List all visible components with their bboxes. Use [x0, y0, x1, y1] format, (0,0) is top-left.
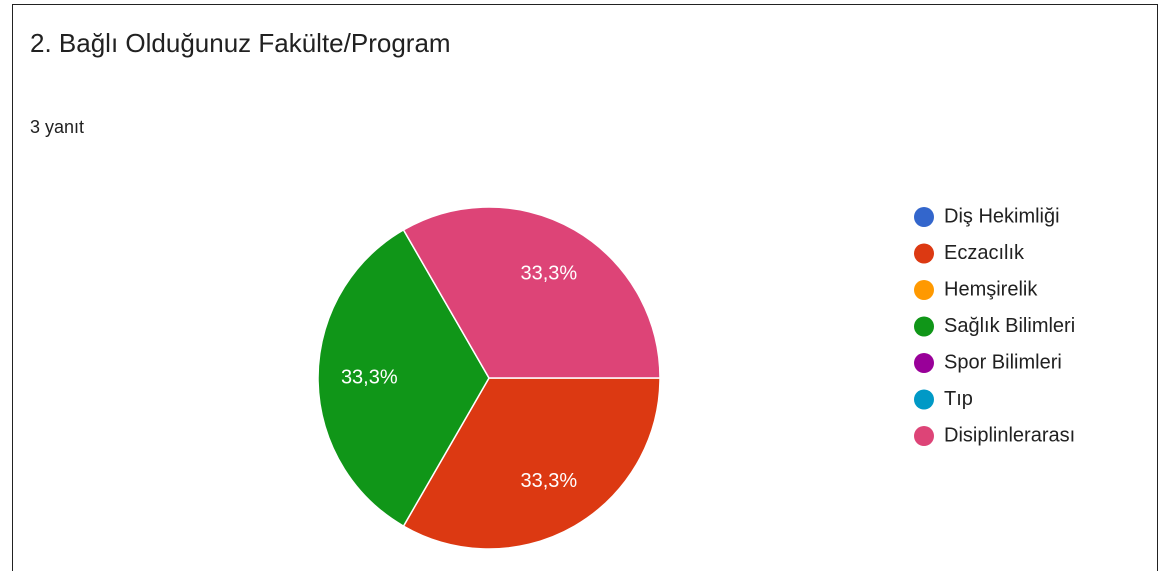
legend-marker — [914, 353, 934, 373]
slice-label: 33,3% — [520, 263, 577, 285]
pie-slice — [402, 206, 661, 379]
legend-label: Disiplinlerarası — [944, 424, 1075, 446]
slice-label: 33,3% — [341, 366, 398, 388]
legend-label: Diş Hekimliği — [944, 205, 1060, 227]
chart-subtitle: 3 yanıt — [30, 117, 84, 137]
legend-marker — [914, 280, 934, 300]
legend-marker — [914, 426, 934, 446]
legend-label: Tıp — [944, 388, 973, 410]
pie-slice — [402, 377, 661, 550]
pie-slice — [317, 228, 490, 528]
legend-marker — [914, 316, 934, 337]
legend-marker — [914, 207, 934, 227]
chart-title: 2. Bağlı Olduğunuz Fakülte/Program — [30, 28, 451, 58]
legend-label: Spor Bilimleri — [944, 351, 1062, 373]
legend-label: Sağlık Bilimleri — [944, 315, 1075, 337]
legend-marker — [914, 243, 934, 264]
legend-label: Hemşirelik — [944, 278, 1038, 300]
legend-marker — [914, 389, 934, 410]
legend-label: Eczacılık — [944, 242, 1025, 264]
slice-label: 33,3% — [520, 470, 577, 492]
